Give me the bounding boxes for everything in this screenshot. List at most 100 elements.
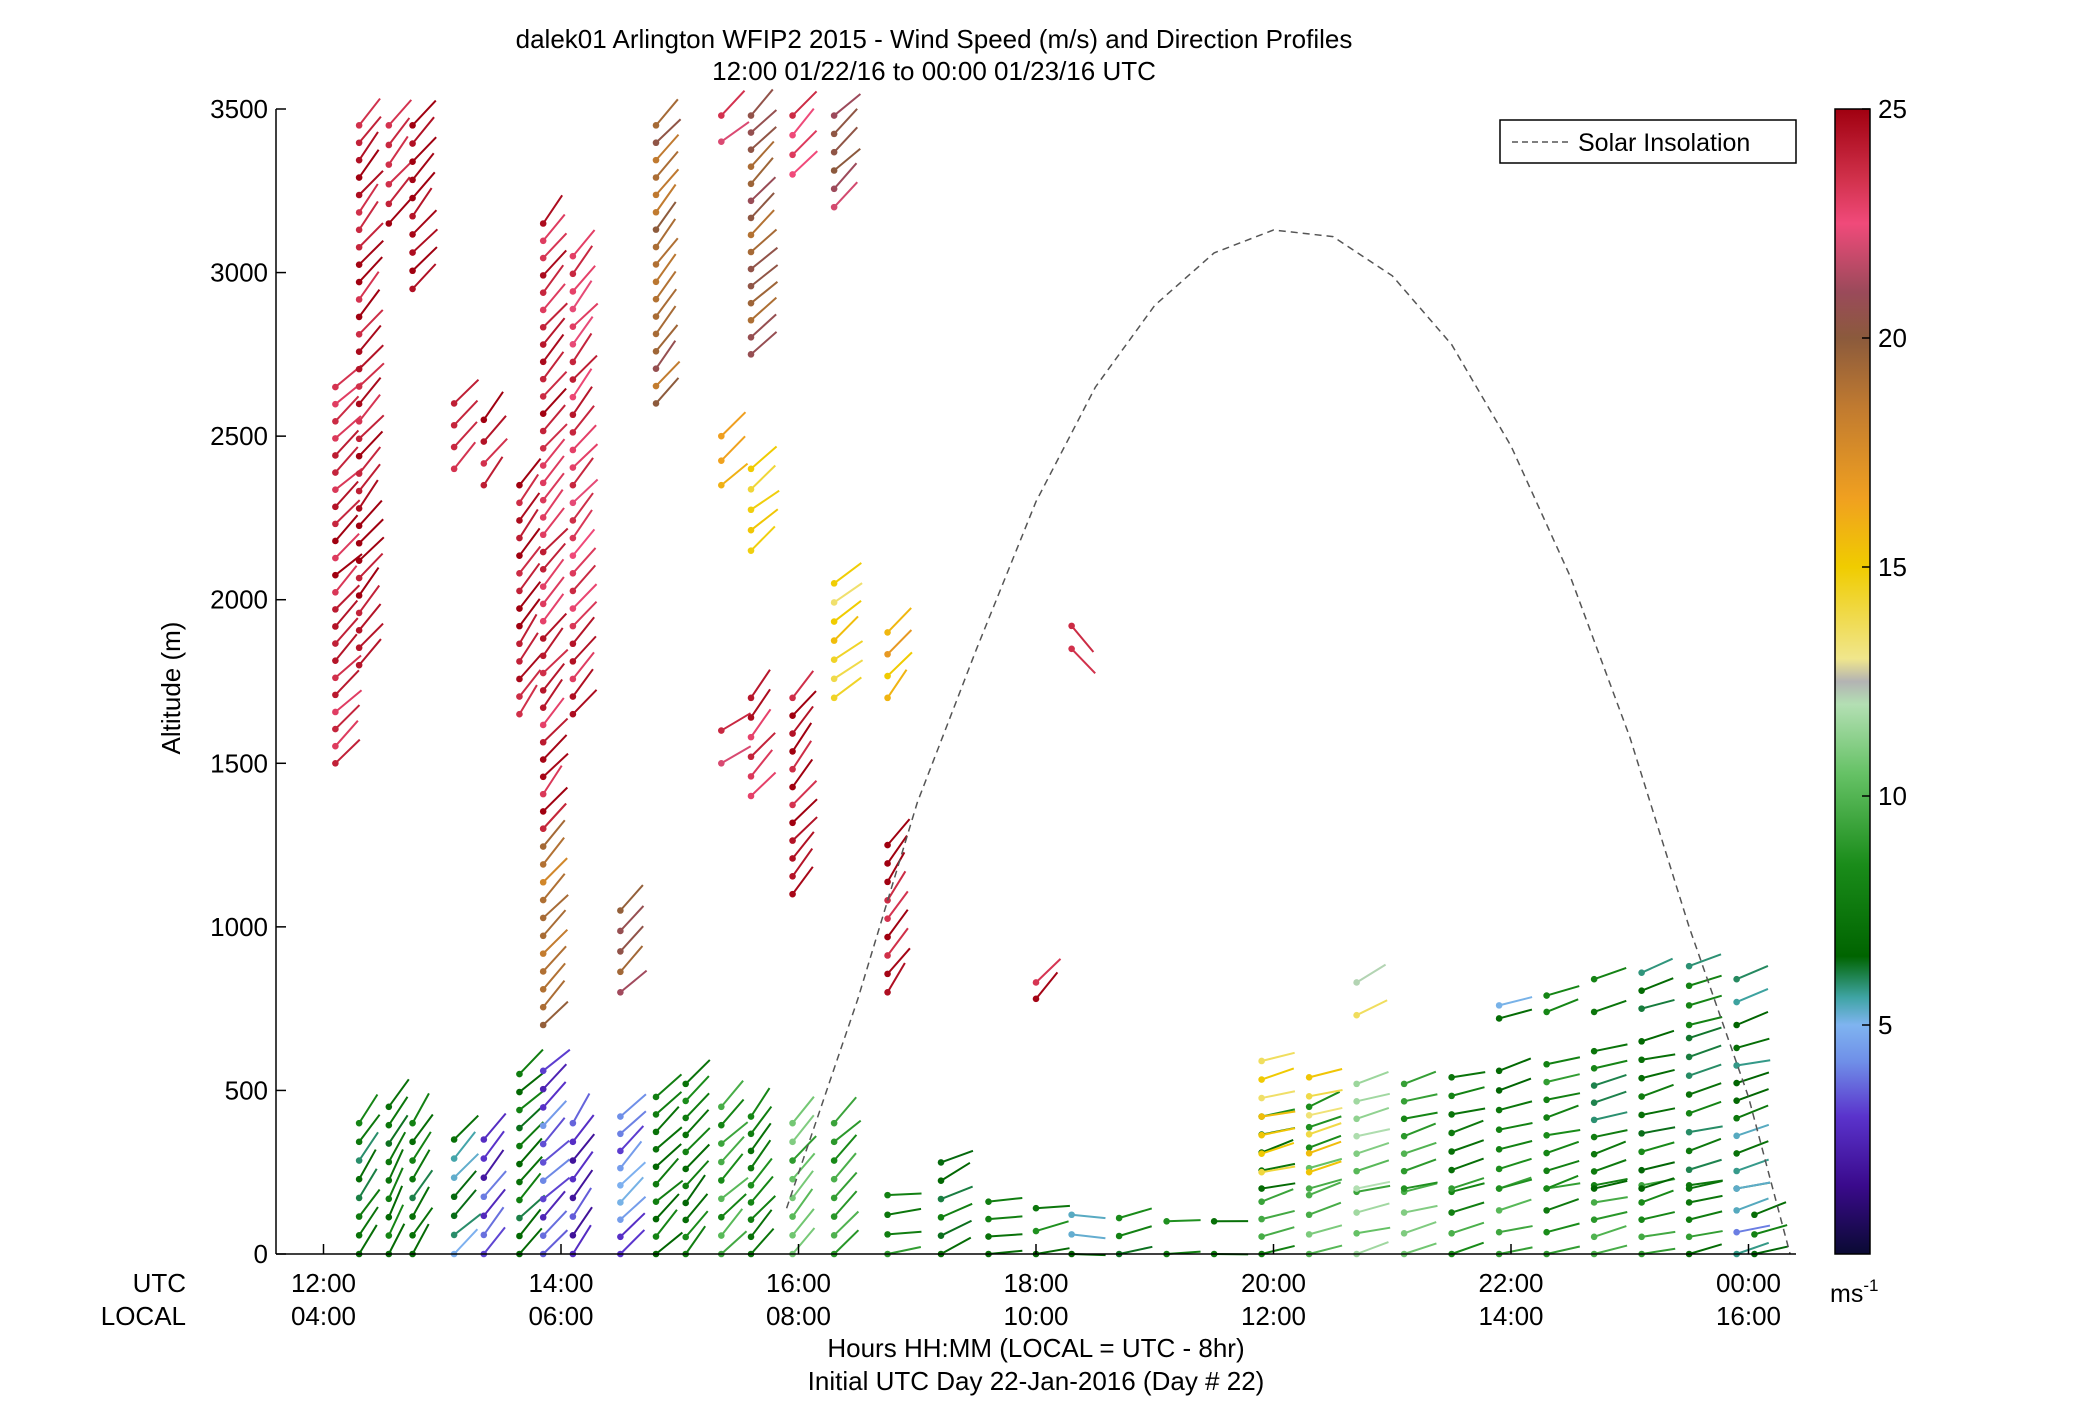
wind-barb-shaft [358,1131,379,1162]
wind-barb-shaft [1071,1233,1106,1240]
wind-barb-dot [569,710,577,718]
wind-barb-dot [539,896,547,904]
utc-row-label: UTC [133,1268,186,1298]
wind-barb-shaft [791,1227,816,1255]
plot-area [276,109,1796,1254]
wind-barb-shaft [572,509,593,539]
wind-barb-shaft [750,1209,773,1238]
wind-barb-shaft [684,1160,710,1187]
wind-barb-dot [355,574,363,582]
wind-barb-dot [884,915,891,922]
wind-barb-dot [1733,1150,1740,1157]
wind-barb-dot [789,112,796,119]
wind-barb-dot [539,652,547,660]
wind-barb-shaft [358,584,381,614]
wind-barb-dot [539,1177,547,1185]
wind-barb-dot [516,1178,523,1186]
wind-barb-shaft [572,1133,596,1162]
wind-barb-shaft [1403,1093,1438,1103]
wind-barb-shaft [483,1112,507,1141]
y-tick-label: 500 [225,1075,268,1105]
wind-barb-dot [1685,1185,1693,1192]
wind-barb-dot [450,443,458,451]
wind-barb-shaft [1736,1088,1769,1102]
wind-barb-shaft [542,1229,569,1255]
wind-barb-dot [1638,1185,1645,1192]
wind-barb-dot [747,1216,755,1223]
wind-barb-dot [385,1103,393,1111]
wind-barb-shaft [358,414,385,440]
y-tick-label: 2000 [210,585,268,615]
wind-barb-shaft [542,928,569,955]
wind-barb-dot [1305,1211,1313,1219]
wind-barb-shaft [411,171,436,199]
wind-barb-dot [1638,1056,1645,1064]
wind-barb-shaft [619,925,644,953]
wind-barb-shaft [334,599,359,628]
wind-barb-shaft [1736,1059,1771,1067]
wind-barb-shaft [358,376,382,405]
wind-barb-dot [480,1231,488,1239]
wind-barb-dot [539,1003,547,1011]
wind-barb-shaft [518,1208,542,1237]
wind-barb-shaft [1498,1122,1533,1131]
wind-barb-dot [1638,1199,1645,1206]
wind-barb-shaft [572,457,594,486]
wind-barb-dot [332,537,339,545]
wind-barb-shaft [518,508,539,539]
wind-barb-shaft [1736,965,1769,981]
wind-barb-dot [539,479,547,487]
wind-barb-shaft [358,116,382,144]
wind-barb-shaft [542,213,566,242]
wind-barb-dot [355,1232,363,1239]
wind-barb-shaft [1261,1182,1296,1190]
wind-barb-dot [355,487,363,495]
wind-barb-dot [652,1233,660,1240]
wind-barb-dot [1543,992,1550,999]
wind-barb-dot [385,1177,393,1184]
wind-barb-shaft [1451,1221,1485,1235]
wind-barb-dot [1733,1207,1740,1214]
wind-barb-dot [682,1080,689,1088]
wind-barb-dot [332,742,339,750]
wind-barb-shaft [750,296,778,321]
wind-barb-shaft [1546,1104,1579,1119]
wind-barb-shaft [483,415,507,443]
wind-barb-dot [1685,1072,1693,1080]
wind-barb-dot [1590,975,1598,983]
wind-barb-dot [516,1214,523,1222]
wind-barb-shaft [542,1176,571,1200]
wind-barb-dot [1590,1008,1598,1016]
wind-barb-dot [569,1157,577,1164]
wind-barb-dot [718,481,725,489]
wind-barb-dot [450,1136,458,1143]
wind-barb-dot [1590,1199,1598,1206]
wind-barb-shaft [334,669,360,696]
wind-barb-dot [1495,1185,1503,1192]
wind-barb-dot [1590,1168,1598,1175]
wind-barb-shaft [791,722,813,752]
wind-barb-shaft [887,1192,922,1197]
wind-barb-dot [1448,1092,1455,1100]
wind-barb-shaft [518,684,538,715]
wind-barb-dot [409,194,416,202]
wind-barb-shaft [750,313,777,339]
wind-barb-shaft [720,712,752,732]
wind-barb-dot [1032,1227,1040,1235]
wind-barb-dot [1685,1053,1693,1061]
wind-barb-shaft [720,462,749,486]
wind-barb-shaft [750,109,778,134]
wind-barb-dot [385,200,393,208]
wind-barb-dot [409,267,416,275]
wind-barb-dot [682,1097,689,1105]
wind-barb-dot [569,376,577,383]
wind-barb-shaft [518,1121,545,1147]
wind-barb-dot [1590,1233,1598,1241]
wind-barb-dot [539,704,547,711]
wind-barb-dot [830,694,838,702]
wind-barb-shaft [1736,988,1769,1004]
wind-barb-dot [516,1196,523,1204]
wind-barb-shaft [886,851,906,883]
wind-barb-dot [718,457,725,464]
